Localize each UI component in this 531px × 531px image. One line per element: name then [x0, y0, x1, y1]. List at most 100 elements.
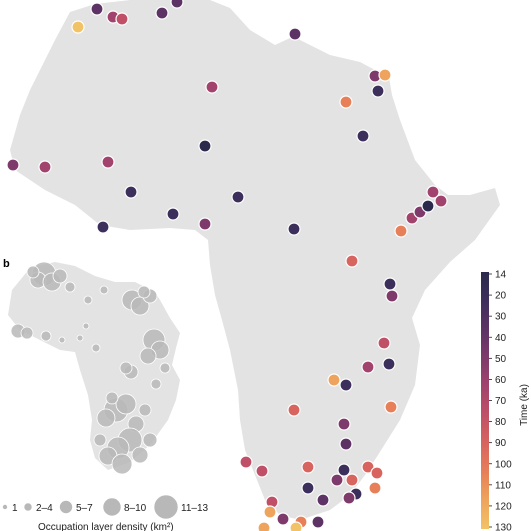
density-bubble	[119, 361, 133, 375]
colorbar-tick-label: 14	[495, 270, 507, 281]
site-marker	[377, 336, 391, 350]
legend-circle-4	[102, 497, 122, 517]
inset-size-legend: 1 2–4 5–7 8–10 11–13 Occupation layer de…	[2, 494, 209, 531]
density-bubble	[150, 378, 162, 390]
density-bubble	[96, 408, 116, 428]
site-marker	[421, 199, 435, 213]
site-marker	[96, 220, 110, 234]
site-marker	[384, 400, 398, 414]
site-markers	[6, 0, 448, 531]
site-marker	[198, 217, 212, 231]
legend-circle-1	[2, 504, 8, 510]
legend-circle-3	[59, 500, 73, 514]
site-marker	[90, 2, 104, 16]
colorbar-tick-label: 120	[495, 501, 512, 512]
inset-density-bubbles	[10, 261, 171, 475]
density-bubble	[159, 362, 171, 374]
site-marker	[301, 460, 315, 474]
site-marker	[170, 0, 184, 9]
density-bubble	[93, 433, 107, 447]
colorbar-tick-label: 40	[495, 333, 507, 344]
density-bubble	[83, 295, 93, 305]
site-marker	[155, 6, 169, 20]
legend-label-4: 8–10	[124, 503, 147, 514]
legend-label-2: 2–4	[36, 503, 53, 514]
density-bubble	[111, 453, 133, 475]
site-marker	[289, 521, 303, 531]
density-bubble	[105, 391, 119, 405]
colorbar-tick-label: 60	[495, 375, 507, 386]
site-marker	[368, 481, 382, 495]
site-marker	[257, 521, 271, 531]
density-bubble	[40, 330, 52, 342]
site-marker	[426, 185, 440, 199]
density-bubble	[82, 322, 90, 330]
site-marker	[378, 68, 392, 82]
site-marker	[288, 27, 302, 41]
site-marker	[316, 493, 330, 507]
colorbar-tick-label: 30	[495, 312, 507, 323]
site-marker	[394, 224, 408, 238]
site-marker	[370, 466, 384, 480]
colorbar-tick-label: 110	[495, 480, 511, 491]
density-bubble	[131, 446, 149, 464]
density-bubble	[20, 326, 34, 340]
site-marker	[239, 455, 253, 469]
site-marker	[71, 20, 85, 34]
site-marker	[101, 155, 115, 169]
density-bubble	[139, 347, 157, 365]
colorbar-tick-label: 130	[495, 523, 512, 531]
colorbar-tick-label: 70	[495, 396, 507, 407]
density-bubble	[138, 403, 152, 417]
site-marker	[382, 357, 396, 371]
site-marker	[327, 373, 341, 387]
site-marker	[342, 491, 356, 505]
site-marker	[115, 12, 129, 26]
site-marker	[383, 277, 397, 291]
time-colorbar	[481, 272, 489, 529]
site-marker	[38, 160, 52, 174]
density-bubble	[64, 281, 76, 293]
site-marker	[356, 129, 370, 143]
site-marker	[345, 473, 359, 487]
density-bubble	[130, 296, 150, 316]
site-marker	[276, 512, 290, 526]
africa-landmass	[10, 0, 500, 520]
legend-label-3: 5–7	[76, 503, 93, 514]
site-marker	[345, 254, 359, 268]
site-marker	[385, 289, 399, 303]
site-marker	[124, 185, 138, 199]
colorbar-tick-label: 20	[495, 291, 507, 302]
size-legend-title: Occupation layer density (km²)	[38, 522, 174, 531]
site-marker	[361, 360, 375, 374]
site-marker	[166, 207, 180, 221]
density-bubble	[52, 268, 68, 284]
site-marker	[330, 473, 344, 487]
site-marker	[311, 515, 325, 529]
colorbar-title: Time (ka)	[519, 384, 530, 426]
site-marker	[339, 378, 353, 392]
density-bubble	[58, 336, 66, 344]
site-marker	[371, 84, 385, 98]
density-bubble	[137, 285, 151, 299]
density-bubble	[26, 265, 40, 279]
colorbar-tick-label: 80	[495, 417, 507, 428]
colorbar-tick-label: 50	[495, 354, 507, 365]
site-marker	[255, 464, 269, 478]
site-marker	[337, 463, 351, 477]
legend-label-5: 11–13	[181, 503, 209, 514]
colorbar-tick-label: 90	[495, 438, 507, 449]
density-bubble	[99, 285, 109, 295]
site-marker	[231, 190, 245, 204]
site-marker	[337, 417, 351, 431]
panel-label: b	[3, 258, 10, 270]
site-marker	[434, 194, 448, 208]
colorbar-tick-label: 100	[495, 459, 512, 470]
density-bubble	[91, 343, 101, 353]
site-marker	[198, 139, 212, 153]
site-marker	[339, 95, 353, 109]
legend-circle-2	[23, 502, 33, 512]
site-marker	[6, 158, 20, 172]
site-marker	[263, 505, 277, 519]
